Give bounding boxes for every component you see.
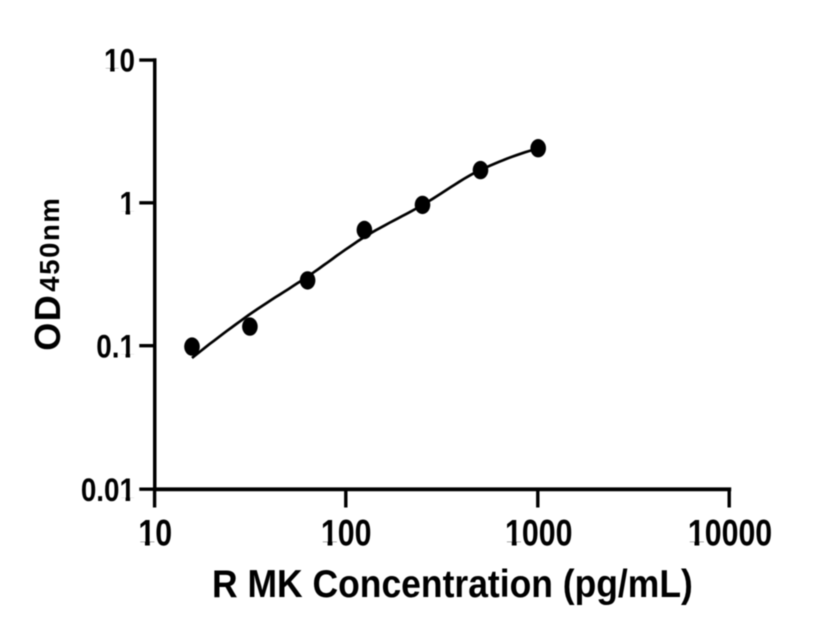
- svg-text:10: 10: [138, 513, 172, 555]
- svg-text:1000: 1000: [505, 513, 572, 555]
- svg-text:100: 100: [321, 513, 372, 555]
- svg-text:OD450nm: OD450nm: [27, 197, 68, 351]
- svg-text:10000: 10000: [688, 513, 772, 555]
- svg-text:1: 1: [120, 187, 135, 222]
- svg-text:R MK Concentration (pg/mL): R MK Concentration (pg/mL): [212, 561, 693, 605]
- svg-text:10: 10: [104, 44, 135, 79]
- svg-text:0.1: 0.1: [96, 330, 135, 365]
- svg-text:0.01: 0.01: [81, 473, 135, 508]
